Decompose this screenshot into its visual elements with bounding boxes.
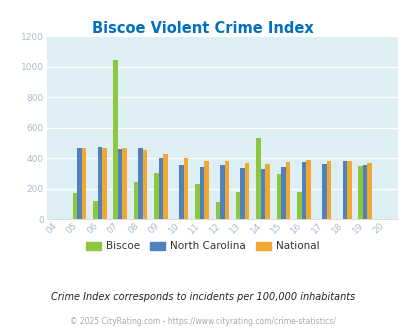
Bar	[102, 148, 106, 219]
Bar	[199, 167, 204, 219]
Bar	[326, 161, 330, 219]
Bar	[183, 158, 188, 219]
Bar	[235, 192, 240, 219]
Bar	[93, 201, 97, 219]
Legend: Biscoe, North Carolina, National: Biscoe, North Carolina, National	[82, 237, 323, 255]
Bar	[285, 162, 290, 219]
Text: Biscoe Violent Crime Index: Biscoe Violent Crime Index	[92, 21, 313, 36]
Bar	[296, 192, 301, 219]
Bar	[154, 173, 158, 219]
Bar	[260, 169, 265, 219]
Bar	[158, 158, 163, 219]
Bar	[77, 148, 81, 219]
Bar	[134, 182, 138, 219]
Bar	[215, 202, 220, 219]
Bar	[97, 147, 102, 219]
Bar	[346, 161, 351, 219]
Bar	[195, 183, 199, 219]
Bar	[113, 60, 118, 219]
Bar	[204, 161, 208, 219]
Bar	[122, 148, 127, 219]
Bar	[138, 148, 143, 219]
Bar	[265, 164, 269, 219]
Bar	[301, 162, 305, 219]
Bar	[321, 164, 326, 219]
Bar	[281, 167, 285, 219]
Bar	[72, 193, 77, 219]
Bar	[256, 138, 260, 219]
Bar	[143, 150, 147, 219]
Text: Crime Index corresponds to incidents per 100,000 inhabitants: Crime Index corresponds to incidents per…	[51, 292, 354, 302]
Bar	[224, 161, 228, 219]
Bar	[276, 174, 281, 219]
Bar	[342, 161, 346, 219]
Bar	[220, 165, 224, 219]
Bar	[362, 165, 367, 219]
Bar	[305, 160, 310, 219]
Bar	[358, 166, 362, 219]
Bar	[240, 168, 244, 219]
Bar	[244, 163, 249, 219]
Bar	[118, 149, 122, 219]
Bar	[179, 164, 183, 219]
Text: © 2025 CityRating.com - https://www.cityrating.com/crime-statistics/: © 2025 CityRating.com - https://www.city…	[70, 317, 335, 326]
Bar	[163, 154, 167, 219]
Bar	[367, 163, 371, 219]
Bar	[81, 148, 86, 219]
